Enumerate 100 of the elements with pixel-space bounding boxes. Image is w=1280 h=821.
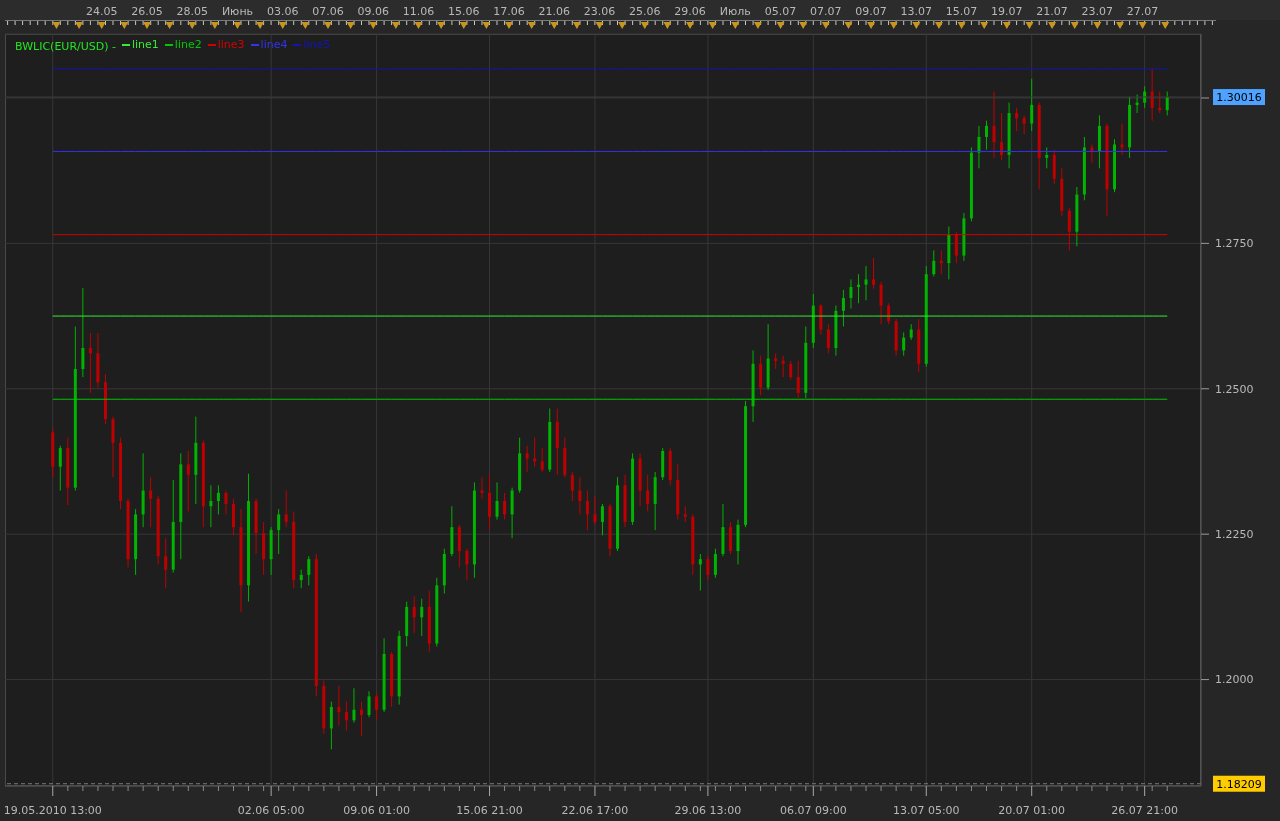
candlestick (284, 490, 288, 528)
text: 07.07 (810, 5, 842, 18)
text: 28.05 (176, 5, 208, 18)
legend-label: line1 (131, 38, 159, 52)
candlestick (872, 257, 876, 290)
x-tick-label: 29.06 13:00 (674, 804, 742, 817)
text: 26.05 (131, 5, 163, 18)
candlestick (1045, 146, 1049, 169)
candlestick (81, 287, 85, 378)
y-tick-label: 1.2750 (1215, 237, 1254, 251)
candlestick (344, 701, 348, 732)
candlestick (879, 281, 883, 325)
candlestick (367, 690, 371, 718)
candlestick (864, 265, 868, 301)
legend-label: line2 (173, 38, 202, 52)
candlestick (510, 487, 514, 539)
candlestick (141, 452, 145, 528)
text: 24.05 (85, 5, 118, 18)
text: 21.06 (538, 5, 571, 18)
candlestick (111, 416, 115, 478)
candlestick (826, 323, 830, 354)
candlestick (88, 332, 92, 394)
text: Июль (719, 5, 751, 18)
candlestick (299, 569, 303, 589)
text: 13.07 (900, 5, 933, 18)
candlestick (789, 360, 793, 380)
legend-label: line3 (216, 38, 245, 52)
candlestick (465, 548, 469, 581)
candlestick (149, 476, 153, 528)
text: 07.06 (312, 5, 344, 18)
legend-title: BWLIC(EUR/USD) - (15, 40, 116, 53)
candlestick (164, 537, 168, 589)
candlestick (570, 471, 574, 502)
x-tick-label: 26.07 21:00 (1111, 804, 1178, 817)
candlestick (58, 445, 62, 492)
text: 25.06 (629, 5, 661, 18)
candlestick (1015, 107, 1019, 132)
candlestick (277, 508, 281, 555)
candlestick (600, 503, 604, 536)
y-tick-label: 1.2000 (1215, 673, 1254, 687)
candlestick (420, 598, 424, 637)
candlestick (329, 701, 333, 750)
candlestick (495, 481, 499, 521)
candlestick (1022, 114, 1026, 135)
candlestick (525, 445, 529, 473)
candlestick (352, 687, 356, 724)
text: 03.06 (266, 5, 299, 18)
candlestick (977, 125, 981, 169)
text: 29.06 (674, 5, 706, 18)
ref-line-label: 1.30016 (1216, 91, 1262, 105)
text: 19.07 (991, 5, 1023, 18)
candlestick (1000, 112, 1004, 161)
y-tick-label: 1.2500 (1215, 382, 1254, 396)
text: 15.07 (945, 5, 978, 18)
text: 23.06 (583, 5, 616, 18)
candlestick (359, 701, 363, 737)
candlestick (1030, 78, 1034, 132)
candlestick (375, 693, 379, 721)
candlestick (954, 231, 958, 264)
text: 05.07 (764, 5, 797, 18)
candlestick (585, 490, 589, 531)
candlestick (540, 447, 544, 473)
candlestick (992, 91, 996, 159)
candlestick (337, 685, 341, 727)
candlestick (706, 555, 710, 581)
candlestick (1052, 149, 1056, 185)
candlestick (224, 490, 228, 515)
text: 09.07 (855, 5, 887, 18)
text: 11.06 (402, 5, 435, 18)
candlestick (412, 595, 416, 634)
candlestick (902, 331, 906, 357)
x-tick-label: 13.07 05:00 (892, 804, 960, 817)
candlestick (985, 120, 988, 151)
x-tick-label: 06.07 09:00 (779, 804, 847, 817)
candlestick (841, 289, 845, 328)
candlestick (1090, 144, 1094, 164)
candlestick (646, 474, 650, 512)
legend-label: line4 (259, 38, 288, 52)
x-tick-label: 09.06 01:00 (343, 804, 410, 817)
candlestick (713, 548, 717, 579)
text: 21.07 (1036, 5, 1068, 18)
x-tick-label: 02.06 05:00 (237, 804, 305, 817)
y-tick-label: 1.2250 (1215, 528, 1254, 542)
candlestick (209, 484, 213, 528)
x-tick-label: 22.06 17:00 (561, 804, 629, 817)
text: 15.06 (448, 5, 480, 18)
x-tick-label: 20.07 01:00 (998, 804, 1066, 817)
candlestick (781, 355, 785, 378)
candlestick (186, 450, 190, 512)
x-tick-label: 19.05.2010 13:00 (3, 804, 102, 817)
candlestick (759, 355, 763, 396)
candlestick (728, 521, 732, 555)
candlestick (849, 278, 853, 310)
candlestick (503, 492, 507, 521)
candlestick (1067, 207, 1071, 251)
ref-line-label: 1.18209 (1216, 777, 1262, 791)
candlestick (932, 249, 936, 278)
candlestick (488, 474, 492, 531)
candlestick (307, 555, 311, 586)
candlestick (593, 495, 597, 526)
